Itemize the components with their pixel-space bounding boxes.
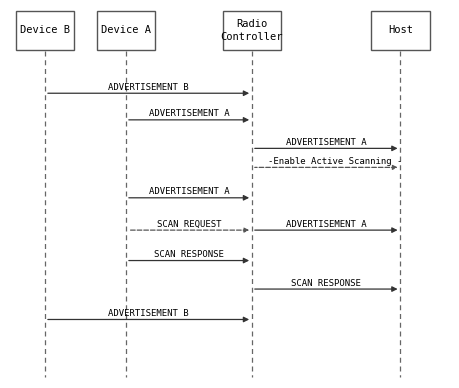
Text: Device A: Device A xyxy=(101,26,151,35)
Text: SCAN REQUEST: SCAN REQUEST xyxy=(157,220,221,229)
Text: Radio
Controller: Radio Controller xyxy=(221,19,283,42)
Text: Device B: Device B xyxy=(20,26,70,35)
Text: SCAN RESPONSE: SCAN RESPONSE xyxy=(154,250,224,259)
FancyBboxPatch shape xyxy=(16,12,74,50)
Text: ADVERTISEMENT B: ADVERTISEMENT B xyxy=(108,309,189,318)
Text: Host: Host xyxy=(388,26,413,35)
Text: -Enable Active Scanning -: -Enable Active Scanning - xyxy=(268,157,403,166)
FancyBboxPatch shape xyxy=(223,12,281,50)
FancyBboxPatch shape xyxy=(371,12,430,50)
Text: ADVERTISEMENT B: ADVERTISEMENT B xyxy=(108,83,189,92)
Text: ADVERTISEMENT A: ADVERTISEMENT A xyxy=(149,187,230,196)
FancyBboxPatch shape xyxy=(97,12,155,50)
Text: ADVERTISEMENT A: ADVERTISEMENT A xyxy=(286,220,367,229)
Text: SCAN RESPONSE: SCAN RESPONSE xyxy=(291,279,361,288)
Text: ADVERTISEMENT A: ADVERTISEMENT A xyxy=(286,138,367,147)
Text: ADVERTISEMENT A: ADVERTISEMENT A xyxy=(149,109,230,118)
